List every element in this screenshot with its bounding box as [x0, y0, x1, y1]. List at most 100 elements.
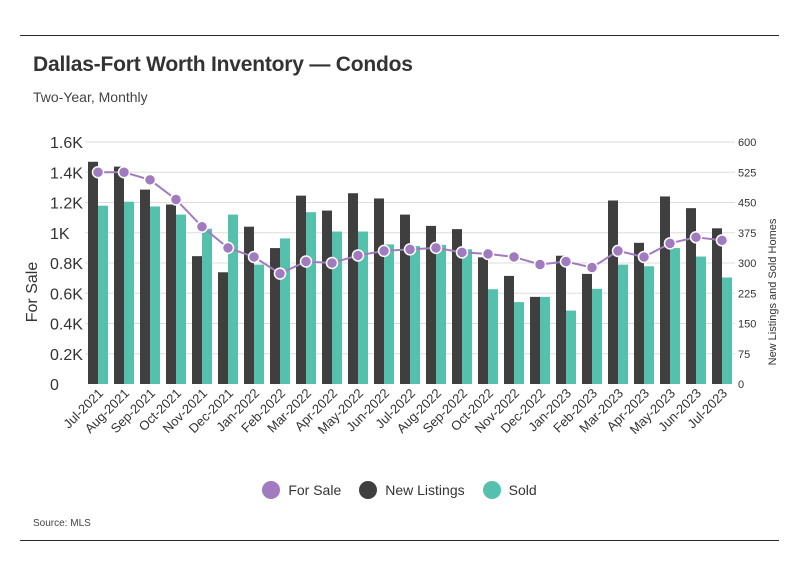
- legend-swatch-sold: [482, 481, 501, 499]
- point-for-sale: [117, 166, 131, 179]
- bar-new-listings: [478, 257, 488, 384]
- bar-sold: [436, 244, 446, 384]
- y-right-tick-label: 150: [738, 319, 756, 331]
- point-for-sale: [299, 255, 313, 268]
- bar-new-listings: [530, 296, 540, 384]
- bar-new-listings: [140, 189, 150, 384]
- bar-new-listings: [296, 195, 306, 384]
- bar-sold: [618, 264, 628, 384]
- bar-sold: [254, 264, 264, 384]
- bar-new-listings: [192, 256, 202, 384]
- bar-sold: [358, 231, 368, 384]
- point-for-sale: [351, 249, 365, 262]
- legend-item-sold: Sold: [482, 481, 537, 499]
- bar-new-listings: [348, 193, 358, 384]
- y-right-tick-label: 525: [738, 167, 756, 179]
- bar-sold: [410, 246, 420, 384]
- point-for-sale: [91, 166, 105, 179]
- point-for-sale: [273, 267, 287, 280]
- bar-sold: [98, 205, 108, 384]
- bar-sold: [644, 266, 654, 384]
- bar-new-listings: [582, 273, 592, 384]
- bar-new-listings: [88, 161, 98, 384]
- y-left-tick-label: 0.2K: [50, 347, 83, 364]
- chart-subtitle: Two-Year, Monthly: [33, 89, 148, 105]
- legend-label-sold: Sold: [508, 482, 537, 498]
- bar-new-listings: [374, 198, 384, 384]
- bar-sold: [540, 296, 550, 384]
- bar-new-listings: [426, 225, 436, 384]
- bar-new-listings: [322, 210, 332, 384]
- legend: For Sale New Listings Sold: [0, 481, 799, 499]
- point-for-sale: [481, 247, 495, 261]
- point-for-sale: [611, 244, 625, 258]
- y-axis-right-label: New Listings and Sold Homes: [767, 218, 779, 365]
- y-left-tick-label: 1.6K: [50, 135, 83, 152]
- legend-label-for-sale: For Sale: [288, 482, 342, 498]
- bar-sold: [696, 256, 706, 384]
- bar-sold: [202, 228, 212, 384]
- point-for-sale: [689, 231, 703, 244]
- point-for-sale: [663, 237, 677, 250]
- bar-sold: [722, 277, 732, 384]
- bar-sold: [514, 302, 524, 384]
- y-axis-left-label: For Sale: [24, 262, 41, 323]
- source-note: Source: MLS: [33, 518, 91, 529]
- point-for-sale: [559, 255, 573, 268]
- bar-sold: [150, 206, 160, 384]
- y-right-tick-label: 600: [738, 137, 756, 149]
- bar-new-listings: [634, 242, 644, 384]
- y-left-tick-label: 1.2K: [50, 196, 83, 213]
- point-for-sale: [247, 250, 261, 264]
- bar-sold: [670, 248, 680, 384]
- bar-sold: [488, 289, 498, 384]
- point-for-sale: [403, 243, 417, 256]
- y-right-tick-label: 450: [738, 198, 756, 210]
- bar-sold: [384, 244, 394, 384]
- bar-new-listings: [218, 272, 228, 384]
- point-for-sale: [715, 234, 729, 247]
- point-for-sale: [221, 241, 235, 255]
- y-left-tick-label: 0.4K: [50, 317, 83, 334]
- legend-label-new-listings: New Listings: [385, 482, 465, 498]
- legend-item-new-listings: New Listings: [359, 481, 465, 499]
- point-for-sale: [143, 173, 157, 187]
- point-for-sale: [533, 258, 547, 271]
- bar-new-listings: [504, 275, 514, 384]
- y-right-tick-label: 225: [738, 288, 756, 300]
- point-for-sale: [637, 250, 651, 264]
- bar-sold: [280, 238, 290, 384]
- y-right-tick-label: 0: [738, 379, 744, 391]
- point-for-sale: [195, 220, 209, 233]
- bar-new-listings: [556, 255, 566, 384]
- bar-new-listings: [452, 229, 462, 384]
- y-left-tick-label: 1.4K: [50, 165, 83, 182]
- bar-sold: [462, 249, 472, 384]
- point-for-sale: [507, 250, 521, 264]
- legend-swatch-new-listings: [359, 481, 378, 499]
- y-left-tick-label: 0.8K: [50, 256, 83, 273]
- point-for-sale: [455, 246, 469, 259]
- bar-new-listings: [686, 208, 696, 384]
- y-right-tick-label: 75: [738, 349, 750, 361]
- point-for-sale: [325, 256, 339, 270]
- bar-new-listings: [400, 214, 410, 384]
- bar-new-listings: [660, 196, 670, 384]
- bar-sold: [124, 201, 134, 384]
- bar-sold: [176, 214, 186, 384]
- y-left-tick-label: 0.6K: [50, 286, 83, 303]
- bar-new-listings: [166, 204, 176, 384]
- bar-sold: [228, 214, 238, 384]
- bar-sold: [306, 212, 316, 384]
- bar-new-listings: [712, 228, 722, 384]
- chart-title: Dallas-Fort Worth Inventory — Condos: [33, 53, 413, 76]
- bar-new-listings: [608, 200, 618, 384]
- bottom-rule: [20, 540, 779, 541]
- y-right-tick-label: 300: [738, 258, 756, 270]
- point-for-sale: [429, 241, 443, 255]
- legend-swatch-for-sale: [262, 481, 281, 499]
- y-left-tick-label: 0: [50, 377, 59, 394]
- bar-sold: [566, 310, 576, 384]
- bar-new-listings: [270, 248, 280, 384]
